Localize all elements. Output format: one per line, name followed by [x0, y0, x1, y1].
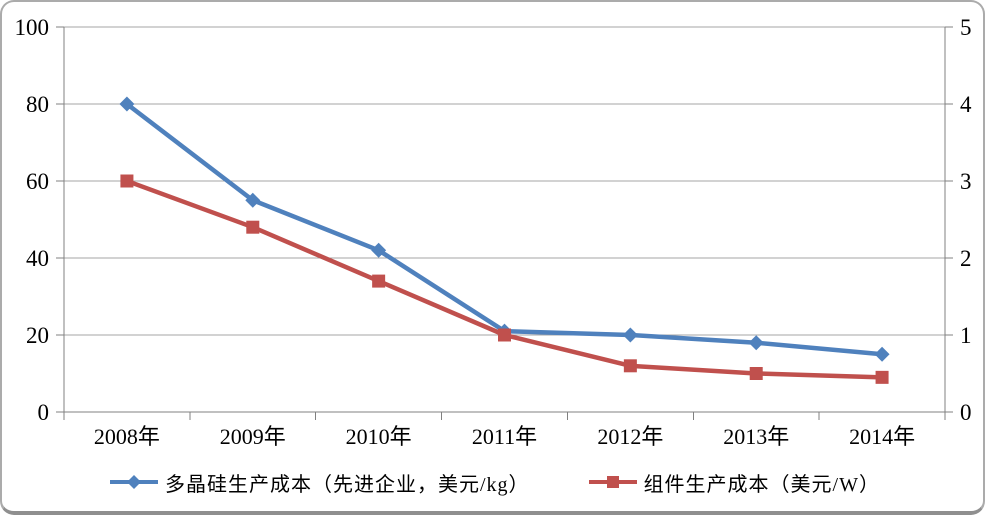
x-axis-category-label: 2012年 [597, 424, 663, 449]
right-axis-tick-label: 3 [960, 169, 972, 194]
x-axis-category-label: 2014年 [849, 424, 915, 449]
data-point-diamond [245, 192, 261, 208]
data-point-square [498, 328, 511, 342]
data-point-diamond [371, 242, 387, 258]
legend-marker-polysilicon [110, 475, 158, 489]
legend-diamond-icon [127, 475, 141, 489]
left-axis-tick-label: 0 [38, 400, 50, 425]
x-axis-category-label: 2008年 [94, 424, 160, 449]
series-line-0 [125, 102, 883, 357]
right-axis-tick-label: 1 [960, 323, 972, 348]
left-axis-tick-label: 100 [15, 15, 50, 40]
line-chart: 0 20 40 60 80 100 0 1 2 3 4 5 2008年 2009年 2010年 2011年 20… [15, 15, 973, 449]
right-axis-tick-label: 0 [960, 400, 972, 425]
legend-item-module: 组件生产成本（美元/W） [588, 468, 880, 497]
data-point-square [749, 367, 763, 380]
data-point-diamond [748, 335, 764, 351]
data-point-diamond [874, 346, 890, 362]
data-point-diamond [119, 96, 135, 112]
left-axis-tick-label: 80 [26, 92, 49, 117]
left-axis-tick-label: 40 [26, 246, 49, 271]
left-axis-tick-label: 60 [26, 169, 49, 194]
right-axis-tick-label: 5 [960, 15, 972, 40]
data-point-square [246, 220, 260, 234]
x-axis-category-label: 2009年 [220, 424, 286, 449]
data-point-diamond [622, 327, 638, 343]
data-point-square [875, 370, 889, 384]
left-axis-tick-label: 20 [26, 323, 49, 348]
legend-label-polysilicon: 多晶硅生产成本（先进企业，美元/kg） [165, 473, 530, 496]
right-axis-tick-label: 4 [960, 92, 972, 117]
legend-item-polysilicon: 多晶硅生产成本（先进企业，美元/kg） [109, 468, 530, 497]
data-point-square [372, 274, 386, 288]
legend-square-icon [606, 476, 619, 488]
data-point-square [623, 359, 637, 373]
x-axis-category-label: 2013年 [723, 424, 789, 449]
x-axis-category-label: 2010年 [346, 424, 412, 449]
legend-label-module: 组件生产成本（美元/W） [643, 473, 880, 496]
x-axis-category-label: 2011年 [472, 424, 537, 449]
series-line-1 [126, 178, 883, 380]
data-point-square [120, 174, 134, 188]
chart-legend: 多晶硅生产成本（先进企业，美元/kg） 组件生产成本（美元/W） [2, 460, 983, 504]
right-axis-tick-label: 2 [960, 246, 972, 271]
legend-marker-module [588, 476, 637, 488]
